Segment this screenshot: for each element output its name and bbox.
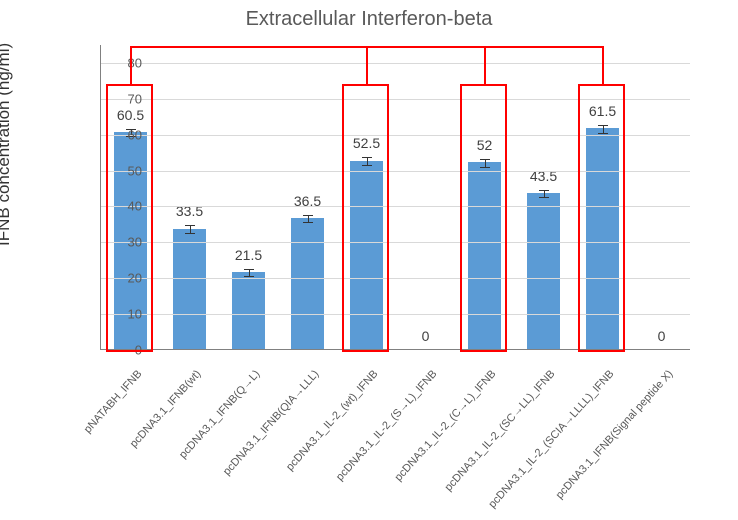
bar-value-label: 52.5: [337, 135, 397, 151]
x-tick-label: pcDNA3.1_IFNB(QIA→LLL): [185, 368, 321, 517]
gridline: [101, 206, 690, 207]
x-tick-label: pcDNA3.1_IL-2_(C→L)_IFNB: [362, 368, 498, 517]
bar: [291, 218, 323, 349]
bar: [232, 272, 264, 349]
bar: [586, 128, 618, 349]
gridline: [101, 314, 690, 315]
x-tick-label: pcDNA3.1_IFNB(wt): [67, 368, 203, 517]
gridline: [101, 63, 690, 64]
x-tick-label: pcDNA3.1_IL-2_(S→L)_IFNB: [303, 368, 439, 517]
bar: [173, 229, 205, 349]
gridline: [101, 278, 690, 279]
x-tick-label: pcDNA3.1_IL-2_(SCIA→LLLL)_IFNB: [480, 368, 616, 517]
x-tick-label: pcDNA3.1_IL-2_(wt)_IFNB: [244, 368, 380, 517]
bar: [468, 162, 500, 349]
bar-value-label: 0: [396, 328, 456, 344]
y-tick-label: 60: [102, 127, 142, 142]
bar-value-label: 52: [455, 137, 515, 153]
error-bar: [362, 157, 372, 166]
x-tick-label: pcDNA3.1_IL-2_(SC→LL)_IFNB: [421, 368, 557, 517]
error-bar: [539, 190, 549, 199]
y-tick-label: 10: [102, 307, 142, 322]
error-bar: [480, 159, 490, 168]
bar-value-label: 21.5: [219, 247, 279, 263]
error-bar: [303, 215, 313, 224]
x-tick-label: pcDNA3.1_IFNB(Q→L): [126, 368, 262, 517]
gridline: [101, 171, 690, 172]
gridline: [101, 99, 690, 100]
y-tick-label: 50: [102, 163, 142, 178]
y-tick-label: 0: [102, 343, 142, 358]
error-bar: [185, 225, 195, 234]
y-tick-label: 80: [102, 55, 142, 70]
chart-container: Extracellular Interferon-beta IFNB conce…: [0, 0, 738, 520]
bar: [350, 161, 382, 349]
x-axis-labels: pNATABH_IFNBpcDNA3.1_IFNB(wt)pcDNA3.1_IF…: [100, 358, 690, 518]
y-tick-label: 30: [102, 235, 142, 250]
y-tick-label: 40: [102, 199, 142, 214]
plot-area: 60.533.521.536.552.505243.561.50: [100, 45, 690, 350]
bar-value-label: 0: [632, 328, 692, 344]
y-tick-label: 20: [102, 271, 142, 286]
error-bar: [598, 125, 608, 134]
error-bar: [244, 269, 254, 278]
gridline: [101, 242, 690, 243]
x-tick-label: pcDNA3.1_IFNB(Signal peptide X): [539, 368, 675, 517]
gridline: [101, 135, 690, 136]
bar: [527, 193, 559, 349]
y-axis-label: IFNB concentration (ng/ml): [0, 43, 14, 246]
bar-value-label: 61.5: [573, 103, 633, 119]
y-tick-label: 70: [102, 91, 142, 106]
chart-title: Extracellular Interferon-beta: [0, 8, 738, 31]
bar-value-label: 60.5: [101, 107, 161, 123]
bars-layer: 60.533.521.536.552.505243.561.50: [101, 45, 690, 349]
x-tick-label: pNATABH_IFNB: [8, 368, 144, 517]
